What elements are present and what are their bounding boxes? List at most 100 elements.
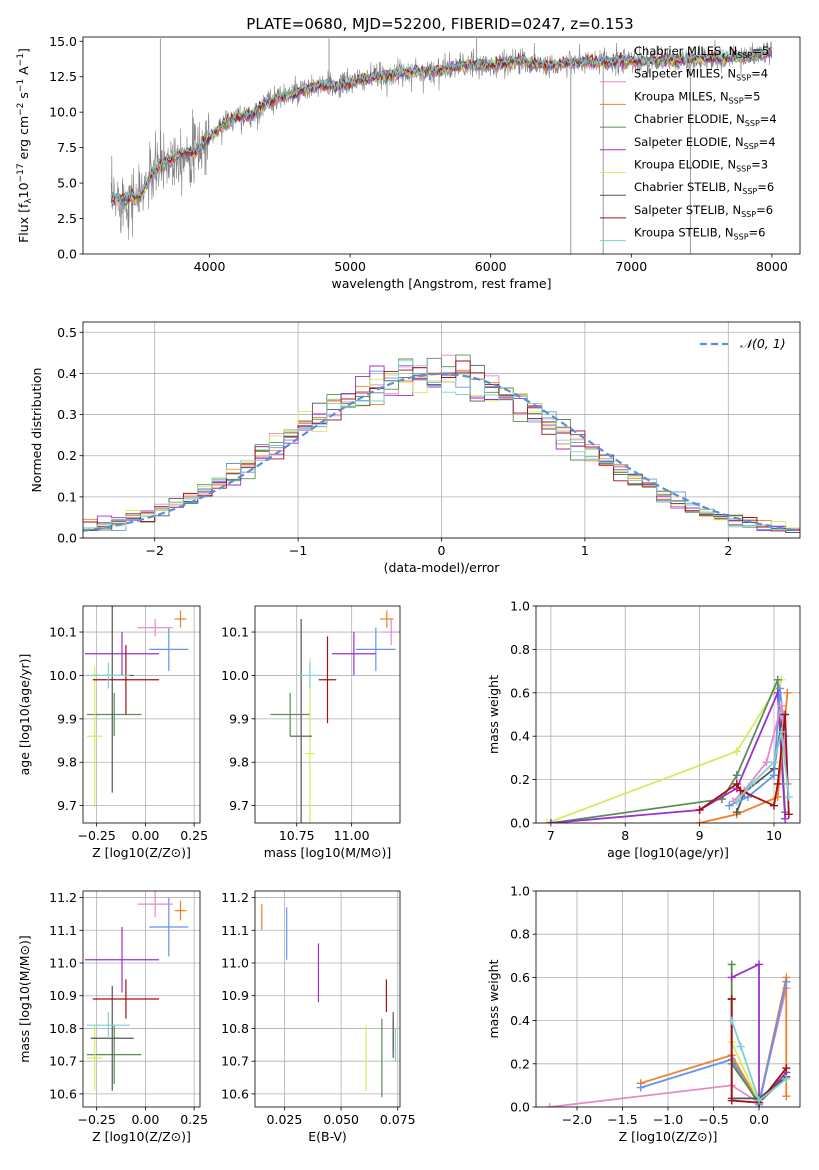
x-tick-label: 0.25: [180, 828, 208, 843]
legend-entry: 𝒩(0, 1): [740, 336, 786, 351]
model-spectrum-line: [110, 47, 773, 204]
mass-weight-marker: [769, 771, 778, 780]
x-tick-label: 7000: [615, 259, 647, 274]
legend-text: =6: [756, 203, 773, 217]
x-tick-label: 8000: [756, 259, 788, 274]
y-axis-label-part: erg cm: [16, 116, 31, 164]
y-tick-label: 10.9: [49, 988, 77, 1003]
legend-entry: Kroupa MILES, NSSP=5: [634, 89, 760, 105]
y-axis-label-part: A: [16, 66, 31, 79]
legend-text: Salpeter MILES, N: [634, 67, 736, 81]
y-tick-label: 0.0: [510, 1100, 530, 1115]
x-tick-label: 0.075: [380, 1112, 416, 1127]
x-tick-label: 9: [696, 828, 704, 843]
legend-subscript: SSP: [729, 96, 744, 105]
x-axis-label: mass [log10(M/M⊙)]: [264, 845, 392, 860]
y-axis-label-part: −2: [16, 103, 26, 116]
mass-weight-marker: [769, 758, 778, 767]
y-tick-label: 10.1: [49, 625, 77, 640]
y-tick-label: 0.6: [510, 685, 530, 700]
mass-weight-marker: [782, 1064, 791, 1073]
mass-weight-marker: [695, 805, 704, 814]
y-tick-label: 7.5: [57, 140, 77, 155]
residual-histogram: [83, 360, 800, 531]
mass-weight-marker: [732, 797, 741, 806]
mass-weight-marker: [782, 977, 791, 986]
plot-area: [261, 904, 397, 1098]
legend-text: =4: [759, 135, 776, 149]
legend-subscript: SSP: [745, 119, 760, 128]
y-axis-label: Flux [fλ10−17 erg cm−2 s−1 A−1]: [16, 48, 34, 243]
legend-entry: Kroupa STELIB, NSSP=6: [634, 226, 765, 242]
x-axis-label: Z [log10(Z/Z⊙)]: [619, 1129, 718, 1144]
y-tick-label: 5.0: [57, 176, 77, 191]
plot-area: [543, 675, 793, 823]
normal-reference-curve: [83, 372, 798, 532]
mass-weight-marker: [727, 1016, 736, 1025]
plot-area: [110, 38, 773, 254]
legend-text: =3: [751, 158, 768, 172]
legend-subscript: SSP: [741, 210, 756, 219]
x-tick-label: 0.0: [749, 1112, 769, 1127]
mass-weight-marker: [775, 684, 784, 693]
x-axis-label: Z [log10(Z/Z⊙)]: [92, 1129, 191, 1144]
legend-entry: Salpeter STELIB, NSSP=6: [634, 203, 773, 219]
legend-text: Salpeter ELODIE, N: [634, 135, 744, 149]
mass-weight-marker: [732, 747, 741, 756]
y-tick-label: 10.0: [49, 668, 77, 683]
y-tick-label: 10.8: [221, 1021, 249, 1036]
y-tick-label: 11.1: [49, 923, 77, 938]
y-tick-label: 2.5: [57, 211, 77, 226]
axes-frame: [82, 36, 801, 255]
x-tick-label: −0.25: [77, 828, 115, 843]
x-axis-label: Z [log10(Z/Z⊙)]: [92, 845, 191, 860]
legend-text: Kroupa MILES, N: [634, 89, 729, 103]
y-tick-label: 11.2: [221, 890, 249, 905]
x-tick-label: 0: [438, 543, 446, 558]
y-tick-label: 9.7: [57, 798, 77, 813]
plot-area: [83, 354, 800, 534]
y-tick-label: 9.9: [57, 711, 77, 726]
x-tick-label: 2: [724, 543, 732, 558]
chart-mass-vs-EBV: 0.025 0.050 0.075 10.6 10.7 10.8 10.9 11.0 11.1 1…: [221, 890, 415, 1144]
plot-area: [545, 960, 791, 1107]
x-tick-label: −0.25: [77, 1112, 115, 1127]
x-tick-label: 6000: [475, 259, 507, 274]
x-tick-label: −0.5: [698, 1112, 728, 1127]
x-tick-label: 11.00: [334, 828, 370, 843]
x-tick-label: 7: [547, 828, 555, 843]
mass-weight-marker: [773, 675, 782, 684]
legend-subscript: SSP: [737, 51, 752, 60]
mass-weight-marker: [545, 1103, 554, 1107]
y-tick-label: 0.0: [57, 531, 77, 546]
grid-lines: [255, 891, 400, 1107]
mass-weight-marker: [725, 801, 734, 810]
mass-weight-marker: [769, 801, 778, 810]
x-tick-label: −2.0: [562, 1112, 592, 1127]
legend-text: Salpeter STELIB, N: [634, 203, 741, 217]
y-tick-label: 9.8: [229, 755, 249, 770]
mass-weight-marker: [543, 819, 552, 823]
residual-histogram: [83, 372, 800, 534]
y-tick-label: 0.5: [57, 325, 77, 340]
x-tick-label: 8: [621, 828, 629, 843]
mass-weight-line: [550, 679, 786, 823]
legend-text: Kroupa ELODIE, N: [634, 158, 736, 172]
y-axis-label-part: Flux [f: [16, 203, 31, 243]
axes-frame: [535, 605, 801, 824]
y-axis-label: age [log10(age/yr)]: [17, 654, 32, 776]
x-tick-label: −1.0: [653, 1112, 683, 1127]
y-axis-label-part: s: [16, 92, 31, 103]
y-tick-label: 0.3: [57, 407, 77, 422]
y-tick-label: 10.0: [221, 668, 249, 683]
legend-subscript: SSP: [736, 74, 751, 83]
y-tick-label: 10.8: [49, 1021, 77, 1036]
x-tick-label: 5000: [334, 259, 366, 274]
y-tick-label: 10.6: [221, 1086, 249, 1101]
legend-text: =4: [760, 112, 777, 126]
x-tick-label: 10: [766, 828, 782, 843]
y-axis-label: mass weight: [486, 959, 501, 1038]
x-axis-label: wavelength [Angstrom, rest frame]: [331, 276, 551, 291]
